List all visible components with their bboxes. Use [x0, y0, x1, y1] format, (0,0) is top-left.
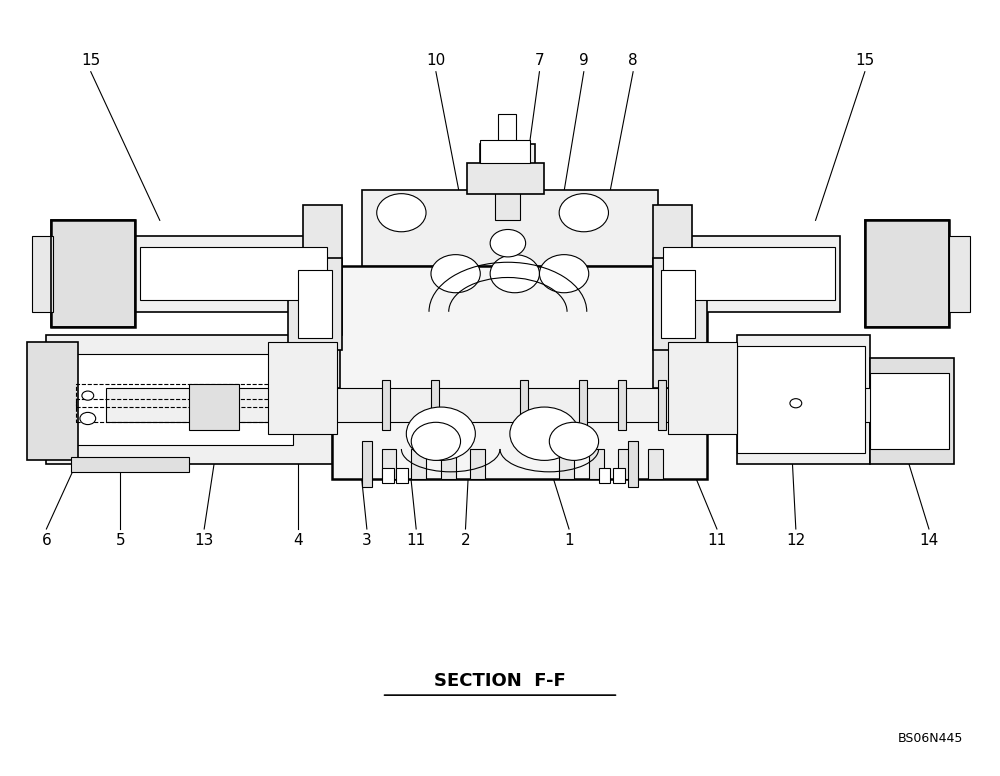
Circle shape — [82, 391, 94, 400]
Bar — [396, 468, 408, 483]
Bar — [382, 468, 394, 483]
Bar — [441, 449, 456, 480]
Bar — [382, 449, 396, 480]
Circle shape — [490, 255, 539, 293]
Circle shape — [411, 422, 461, 460]
Bar — [653, 205, 692, 334]
Bar — [303, 266, 340, 388]
Text: 11: 11 — [407, 533, 426, 548]
Text: 8: 8 — [628, 53, 638, 68]
Bar — [189, 384, 239, 430]
Bar — [648, 449, 663, 480]
Text: 14: 14 — [919, 533, 939, 548]
Bar — [870, 358, 954, 464]
Bar — [467, 163, 544, 194]
Circle shape — [80, 412, 96, 424]
Bar — [613, 468, 625, 483]
Bar — [618, 449, 633, 480]
Circle shape — [790, 399, 802, 408]
Bar — [653, 266, 690, 388]
Bar — [737, 334, 870, 464]
Bar — [737, 346, 865, 452]
Bar — [51, 220, 135, 327]
Bar — [480, 140, 530, 163]
Text: SECTION  F-F: SECTION F-F — [434, 673, 566, 691]
Bar — [51, 220, 135, 327]
Bar — [668, 342, 737, 434]
Bar — [303, 205, 342, 334]
Bar — [332, 266, 707, 480]
Bar — [949, 236, 970, 312]
Text: 4: 4 — [293, 533, 303, 548]
Text: 7: 7 — [535, 53, 544, 68]
Bar — [865, 220, 949, 327]
Bar — [579, 380, 587, 430]
Bar — [135, 236, 337, 312]
Bar — [76, 400, 293, 422]
Bar — [382, 380, 390, 430]
Bar — [653, 258, 707, 350]
Text: BS06N445: BS06N445 — [898, 732, 963, 745]
Bar — [865, 220, 949, 327]
Circle shape — [377, 194, 426, 232]
Text: 6: 6 — [42, 533, 51, 548]
Text: 15: 15 — [81, 53, 100, 68]
Bar — [480, 144, 535, 190]
Bar — [411, 449, 426, 480]
Bar — [298, 270, 332, 338]
Text: 5: 5 — [116, 533, 125, 548]
Bar — [27, 342, 78, 460]
Circle shape — [549, 422, 599, 460]
Bar — [658, 236, 840, 312]
Bar — [628, 442, 638, 487]
Bar — [520, 380, 528, 430]
Circle shape — [406, 407, 475, 460]
Bar — [618, 380, 626, 430]
Bar — [470, 449, 485, 480]
Circle shape — [539, 255, 589, 293]
Text: 12: 12 — [786, 533, 805, 548]
Text: 11: 11 — [707, 533, 727, 548]
Bar — [661, 270, 695, 338]
Bar — [870, 372, 949, 449]
Bar — [46, 334, 332, 464]
Text: 10: 10 — [426, 53, 446, 68]
Bar — [495, 186, 520, 220]
Bar — [76, 384, 293, 407]
Circle shape — [510, 407, 579, 460]
Bar — [431, 380, 439, 430]
Bar — [76, 354, 293, 445]
Text: 2: 2 — [461, 533, 470, 548]
Bar — [268, 342, 337, 434]
Text: 3: 3 — [362, 533, 372, 548]
Circle shape — [490, 230, 526, 257]
Bar — [140, 247, 327, 300]
Text: 13: 13 — [194, 533, 214, 548]
Text: 15: 15 — [855, 53, 874, 68]
Text: 1: 1 — [564, 533, 574, 548]
Circle shape — [431, 255, 480, 293]
Bar — [498, 113, 516, 144]
Bar — [362, 442, 372, 487]
Circle shape — [559, 194, 608, 232]
Bar — [362, 190, 658, 266]
Bar — [589, 449, 604, 480]
Bar — [559, 449, 574, 480]
Bar — [658, 380, 666, 430]
Bar — [71, 456, 189, 472]
Bar — [599, 468, 610, 483]
Bar — [106, 388, 904, 422]
Text: 9: 9 — [579, 53, 589, 68]
Bar — [663, 247, 835, 300]
Bar — [288, 258, 342, 350]
Bar — [32, 236, 53, 312]
